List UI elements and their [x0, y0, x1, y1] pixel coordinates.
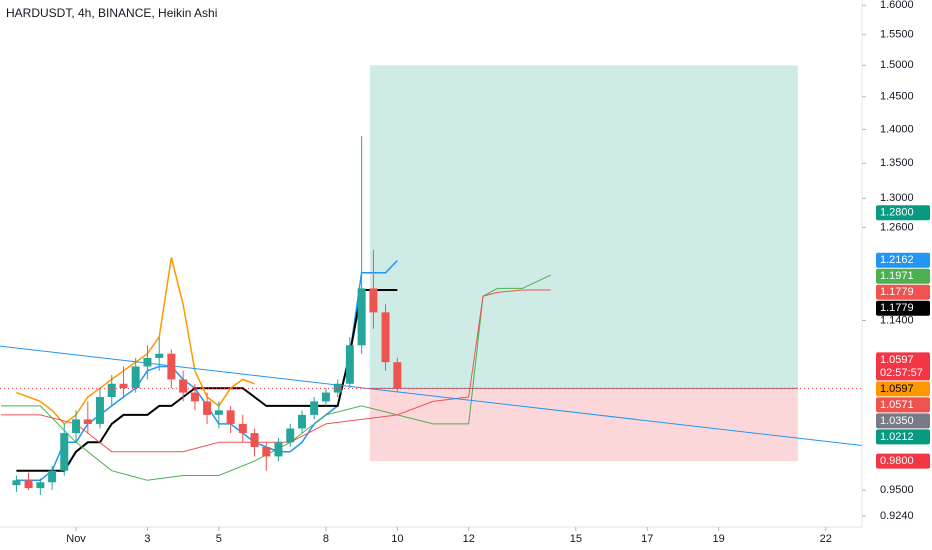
candle-body	[83, 419, 92, 424]
axes: 1.6000 1.5500 1.5000 1.4500 1.4000 1.3500 1.30…	[66, 0, 930, 545]
x-tick-label: 8	[323, 533, 329, 545]
price-badge-label: 1.1971	[880, 270, 914, 282]
indicator-line	[16, 289, 398, 472]
candle-body	[226, 410, 235, 424]
x-tick-label: Nov	[66, 533, 86, 545]
candle-body	[310, 401, 319, 415]
y-tick-label: 1.4500	[880, 91, 914, 103]
candle-body	[24, 480, 33, 489]
x-tick-label: 15	[570, 533, 582, 545]
candle-body	[238, 423, 247, 434]
y-tick-label: 1.5500	[880, 29, 914, 41]
y-tick-label: 0.9240	[880, 510, 914, 522]
price-badge	[876, 300, 930, 316]
price-badge-label: 1.0212	[880, 431, 914, 443]
plot-area	[0, 65, 862, 495]
candle-body	[95, 396, 104, 424]
candle-body	[369, 288, 378, 313]
x-tick-label: 10	[391, 533, 403, 545]
x-tick-label: 5	[216, 533, 222, 545]
price-badge-label: 1.1779	[880, 286, 914, 298]
x-tick-label: 22	[820, 533, 832, 545]
y-tick-label: 1.5000	[880, 59, 914, 71]
price-badge	[876, 413, 930, 429]
y-tick-label: 1.4000	[880, 123, 914, 135]
candle-body	[143, 357, 152, 367]
candle-body	[250, 433, 259, 448]
x-tick-label: 17	[641, 533, 653, 545]
price-badge	[876, 252, 930, 268]
price-badge	[876, 268, 930, 284]
candle-body	[286, 428, 295, 443]
chart-title: HARDUSDT, 4h, BINANCE, Heikin Ashi	[6, 6, 217, 20]
price-badge	[876, 429, 930, 445]
candle-body	[60, 433, 69, 471]
candle-body	[262, 447, 271, 457]
stop-zone	[369, 388, 798, 462]
candle-body	[36, 482, 45, 489]
y-tick-label: 1.1400	[880, 314, 914, 326]
price-badge-label: 1.0597	[880, 354, 914, 366]
candle-body	[190, 392, 199, 402]
candle-body	[321, 392, 330, 402]
candle-body	[274, 442, 283, 457]
price-badge	[876, 381, 930, 397]
candle-body	[107, 383, 116, 397]
candle-body	[119, 383, 128, 389]
price-badge	[876, 397, 930, 413]
y-tick-label: 0.9500	[880, 484, 914, 496]
price-badge	[876, 205, 930, 221]
target-zone	[369, 65, 798, 389]
candle-body	[179, 379, 188, 393]
candle-body	[155, 353, 164, 358]
price-badge-label: 1.2162	[880, 254, 914, 266]
candle-body	[203, 401, 212, 415]
y-tick-label: 1.2600	[880, 221, 914, 233]
candle-body	[12, 480, 21, 486]
candle-body	[298, 414, 307, 429]
x-tick-label: 12	[463, 533, 475, 545]
price-badge-label: 1.0571	[880, 399, 914, 411]
price-badge	[876, 284, 930, 300]
candle-body	[167, 353, 176, 380]
x-tick-label: 3	[144, 533, 150, 545]
price-badge-label: 1.2800	[880, 207, 914, 219]
candle-body	[131, 366, 140, 389]
candle-body	[48, 470, 57, 483]
price-countdown: 02:57:57	[880, 367, 923, 379]
x-tick-label: 19	[713, 533, 725, 545]
price-badge-label: 1.0597	[880, 383, 914, 395]
candle-body	[393, 362, 402, 389]
price-badge-label: 1.1779	[880, 302, 914, 314]
price-badge	[876, 453, 930, 469]
y-tick-label: 1.3500	[880, 157, 914, 169]
price-badge-label: 1.0350	[880, 415, 914, 427]
candle-body	[345, 345, 354, 384]
candle-body	[381, 312, 390, 363]
indicator-line	[1, 289, 551, 453]
indicator-line	[1, 274, 552, 481]
candle-body	[357, 288, 366, 346]
price-badge	[876, 352, 930, 381]
candle-body	[214, 410, 223, 415]
candle-body	[72, 419, 81, 434]
y-tick-label: 1.6000	[880, 0, 914, 11]
y-tick-label: 1.3000	[880, 192, 914, 204]
price-badge-label: 0.9800	[880, 455, 914, 467]
candle-body	[333, 383, 342, 393]
